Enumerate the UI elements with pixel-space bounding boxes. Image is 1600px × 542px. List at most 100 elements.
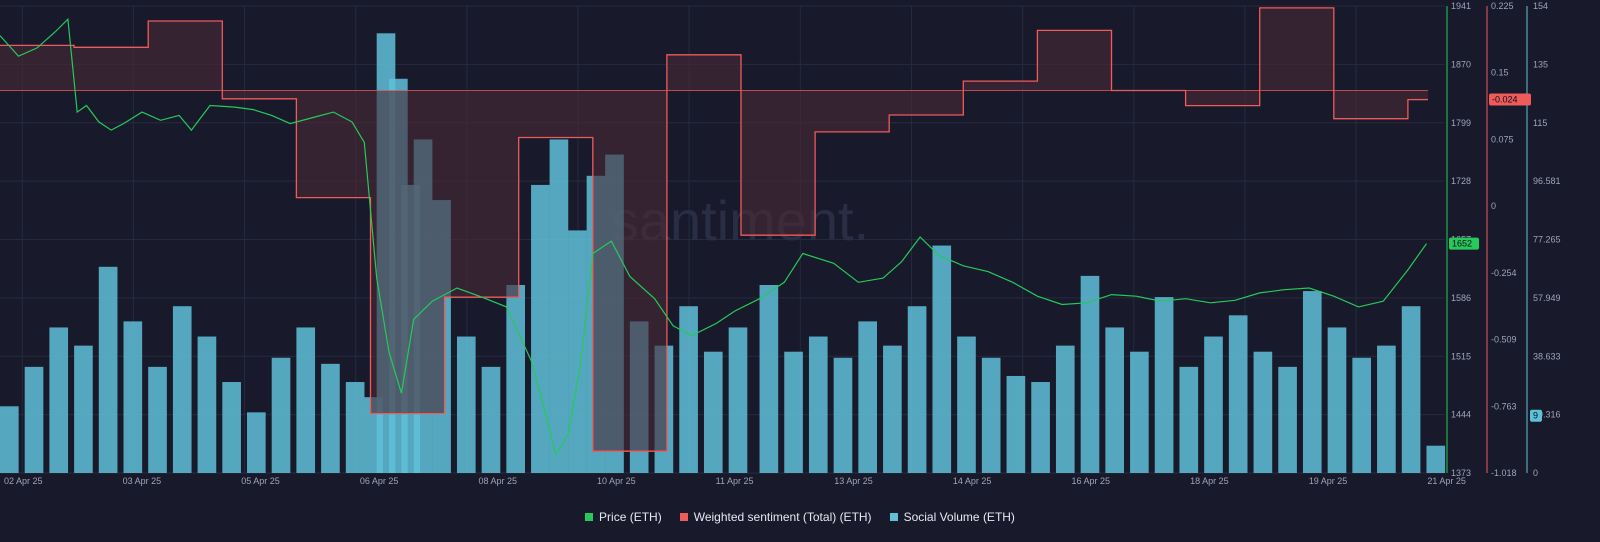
x-tick-label: 02 Apr 25 (4, 476, 43, 486)
social-volume-bar (1426, 445, 1446, 473)
sentiment-line (0, 7, 1428, 452)
legend-item-social[interactable]: Social Volume (ETH) (889, 510, 1015, 524)
social-volume-bar (981, 357, 1001, 473)
sentiment-area (0, 7, 1428, 452)
social-volume-bar (1130, 351, 1149, 473)
social-volume-bar (728, 327, 748, 473)
social-tick-label: 96.581 (1533, 176, 1561, 186)
social-volume-bar (833, 357, 853, 473)
sentiment-tick-label: 0.225 (1491, 1, 1514, 11)
social-volume-bar (296, 327, 316, 473)
sentiment-badge-label: -0.024 (1492, 95, 1518, 105)
last-value-badges: 1652 -0.024 9 (1449, 93, 1542, 422)
social-volume-bar (907, 306, 927, 473)
x-tick-label: 19 Apr 25 (1309, 476, 1348, 486)
social-volume-bar (1105, 327, 1125, 473)
social-volume-bar (481, 366, 501, 473)
social-volume-bar (49, 327, 69, 473)
social-volume-bar (568, 230, 587, 473)
legend-item-price[interactable]: Price (ETH) (585, 510, 662, 524)
social-volume-bar (197, 336, 217, 473)
legend-label-sentiment: Weighted sentiment (Total) (ETH) (693, 510, 872, 524)
social-tick-label: 19.316 (1533, 410, 1561, 420)
price-tick-label: 1515 (1451, 351, 1471, 361)
legend-swatch-sentiment (679, 513, 688, 521)
social-volume-bar (679, 306, 698, 473)
sentiment-badge-bg (1489, 93, 1531, 106)
x-tick-label: 10 Apr 25 (597, 476, 636, 486)
social-volume-bar (1080, 275, 1100, 473)
price-tick-label: 1870 (1451, 59, 1471, 69)
social-tick-label: 115 (1533, 118, 1547, 128)
price-tick-label: 1586 (1451, 293, 1471, 303)
social-volume-bar (222, 382, 241, 473)
social-volume-bar (0, 406, 19, 473)
social-volume-bar (1031, 382, 1050, 473)
price-tick-label: 1444 (1451, 410, 1471, 420)
social-volume-bar (172, 306, 192, 473)
social-volume-bar (506, 284, 526, 473)
x-tick-label: 06 Apr 25 (360, 476, 399, 486)
sentiment-tick-label: 0 (1491, 201, 1496, 211)
price-series-line (0, 17, 1427, 457)
sentiment-tick-label: 0.075 (1491, 134, 1514, 144)
social-volume-bar (932, 245, 952, 473)
social-volume-bar (1179, 366, 1199, 473)
social-volume-bar (858, 321, 877, 473)
social-volume-bar (1377, 345, 1396, 473)
social-volume-bar (549, 139, 569, 473)
social-volume-bar (24, 366, 44, 473)
social-volume-bar (74, 345, 93, 473)
social-volume-bar (1302, 291, 1322, 473)
legend-swatch-price (585, 513, 594, 521)
legend: Price (ETH) Weighted sentiment (Total) (… (0, 510, 1600, 524)
sentiment-tick-label: 0.15 (1491, 68, 1509, 78)
legend-label-price: Price (ETH) (599, 510, 662, 524)
social-tick-label: 0 (1533, 468, 1538, 478)
social-volume-bar (247, 412, 266, 473)
social-volume-bar (703, 351, 723, 473)
x-tick-label: 13 Apr 25 (834, 476, 873, 486)
social-tick-label: 77.265 (1533, 235, 1561, 245)
social-volume-bar (1006, 375, 1026, 473)
social-tick-label: 57.949 (1533, 293, 1561, 303)
sentiment-fill (0, 7, 1428, 452)
social-volume-bar (1154, 297, 1174, 473)
social-volume-bar (1055, 345, 1075, 473)
social-volume-bar (1278, 366, 1297, 473)
x-tick-label: 21 Apr 25 (1427, 476, 1466, 486)
legend-label-social: Social Volume (ETH) (903, 510, 1015, 524)
social-volume-bar (784, 351, 803, 473)
social-volume-bar (957, 336, 976, 473)
social-volume-bar (1401, 306, 1421, 473)
social-volume-bar (1204, 336, 1223, 473)
social-volume-bar (345, 382, 365, 473)
social-volume-bar (883, 345, 902, 473)
price-tick-label: 1373 (1451, 468, 1471, 478)
price-line (0, 17, 1427, 457)
social-badge-bg (1530, 409, 1542, 422)
social-volume-bar (1352, 357, 1372, 473)
x-tick-label: 03 Apr 25 (123, 476, 162, 486)
price-tick-label: 1799 (1451, 118, 1471, 128)
price-badge-label: 1652 (1452, 239, 1472, 249)
legend-item-sentiment[interactable]: Weighted sentiment (Total) (ETH) (679, 510, 872, 524)
social-volume-bar (98, 266, 118, 473)
social-badge-label: 9 (1533, 411, 1538, 421)
social-volume-bar (123, 321, 143, 473)
social-tick-label: 38.633 (1533, 351, 1561, 361)
social-tick-label: 154 (1533, 1, 1548, 11)
x-tick-label: 14 Apr 25 (953, 476, 992, 486)
price-tick-label: 1728 (1451, 176, 1471, 186)
sentiment-tick-label: -0.254 (1491, 268, 1517, 278)
social-volume-bar (759, 284, 779, 473)
price-tick-label: 1941 (1451, 1, 1471, 11)
social-volume-bar (1228, 315, 1248, 473)
social-volume-bar (1327, 327, 1347, 473)
social-volume-bar (808, 336, 828, 473)
social-volume-bar (148, 366, 167, 473)
axes: 1941187017991728165715861515144413730.22… (4, 1, 1561, 486)
sentiment-tick-label: -0.509 (1491, 335, 1517, 345)
social-volume-bar (271, 357, 291, 473)
